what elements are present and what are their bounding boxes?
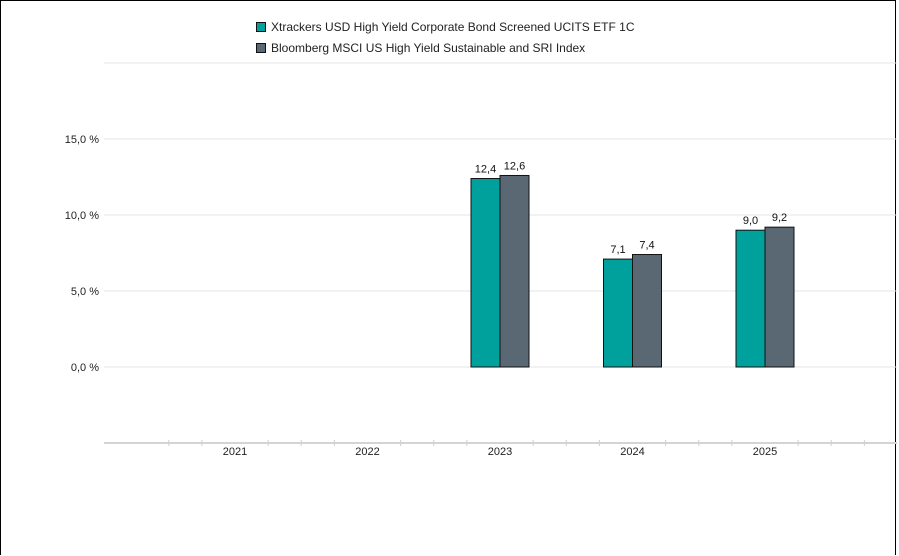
legend-label-index: Bloomberg MSCI US High Yield Sustainable… [271, 40, 586, 55]
x-tick-label: 2025 [753, 446, 777, 458]
y-tick-label: 15,0 % [65, 134, 99, 146]
bar-index-2023 [499, 174, 530, 368]
legend-label-etf: Xtrackers USD High Yield Corporate Bond … [271, 19, 635, 34]
data-label: 12,6 [504, 160, 525, 172]
bar-index-2024 [632, 254, 662, 368]
x-tick-label: 2021 [223, 446, 247, 458]
x-tick-label: 2024 [620, 446, 644, 458]
data-label: 9,2 [772, 212, 787, 224]
y-tick-label: 5,0 % [71, 286, 99, 298]
bar-etf-2023 [470, 178, 501, 368]
legend-swatch-etf [256, 21, 266, 32]
y-tick-label: 0,0 % [71, 362, 99, 374]
y-tick-label: 10,0 % [65, 210, 99, 222]
bar-etf-2025 [735, 229, 766, 368]
legend-item-etf[interactable]: Xtrackers USD High Yield Corporate Bond … [256, 16, 634, 37]
legend-item-index[interactable]: Bloomberg MSCI US High Yield Sustainable… [256, 37, 634, 58]
data-label: 7,4 [639, 240, 654, 252]
x-tick-label: 2022 [355, 446, 379, 458]
data-label: 12,4 [475, 164, 496, 176]
data-label: 7,1 [610, 244, 625, 256]
bar-index-2025 [764, 226, 795, 368]
x-tick-label: 2023 [488, 446, 512, 458]
data-label: 9,0 [743, 215, 758, 227]
bar-etf-2024 [603, 258, 633, 368]
legend: Xtrackers USD High Yield Corporate Bond … [256, 16, 634, 58]
legend-swatch-index [256, 42, 266, 53]
